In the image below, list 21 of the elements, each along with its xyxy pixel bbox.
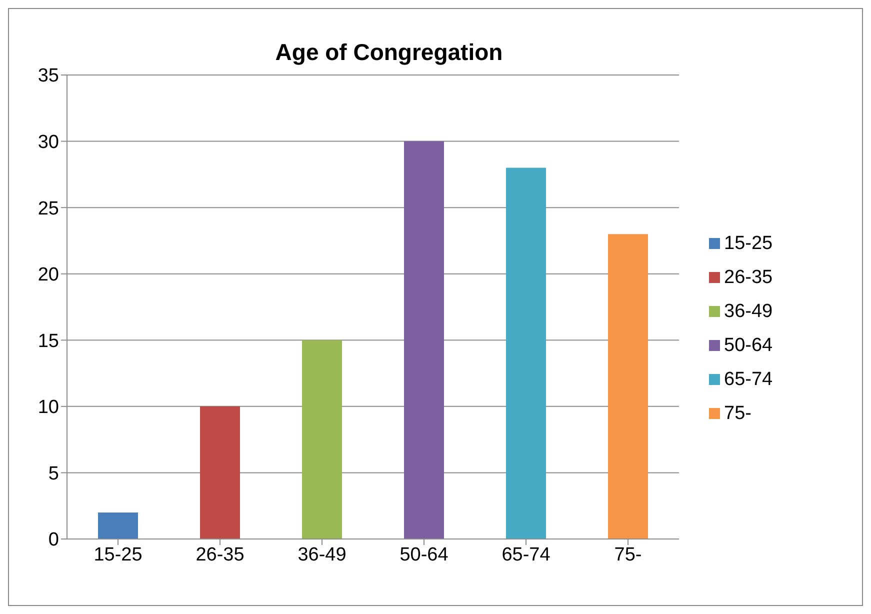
- y-tick-label: 10: [38, 397, 59, 418]
- y-tick-label: 20: [38, 264, 59, 286]
- x-tick-label: 65-74: [502, 544, 551, 566]
- x-tick-label: 36-49: [298, 544, 346, 566]
- legend-label: 50-64: [724, 335, 773, 356]
- y-tick-label: 0: [48, 530, 59, 551]
- x-tick-label: 50-64: [400, 544, 449, 566]
- y-tick-label: 30: [38, 132, 59, 154]
- x-tick-label: 75-: [614, 544, 642, 566]
- legend-label: 15-25: [724, 233, 773, 254]
- y-tick-label: 15: [38, 330, 59, 352]
- legend-label: 75-: [724, 403, 752, 424]
- y-tick-label: 5: [48, 463, 59, 484]
- chart-title: Age of Congregation: [274, 39, 504, 66]
- x-tick-label: 15-25: [94, 544, 142, 566]
- legend-label: 26-35: [724, 267, 773, 288]
- legend-label: 65-74: [724, 369, 773, 390]
- legend-label: 36-49: [724, 301, 773, 322]
- x-tick-label: 26-35: [196, 544, 244, 566]
- y-tick-label: 25: [38, 198, 59, 220]
- y-tick-label: 35: [38, 66, 59, 87]
